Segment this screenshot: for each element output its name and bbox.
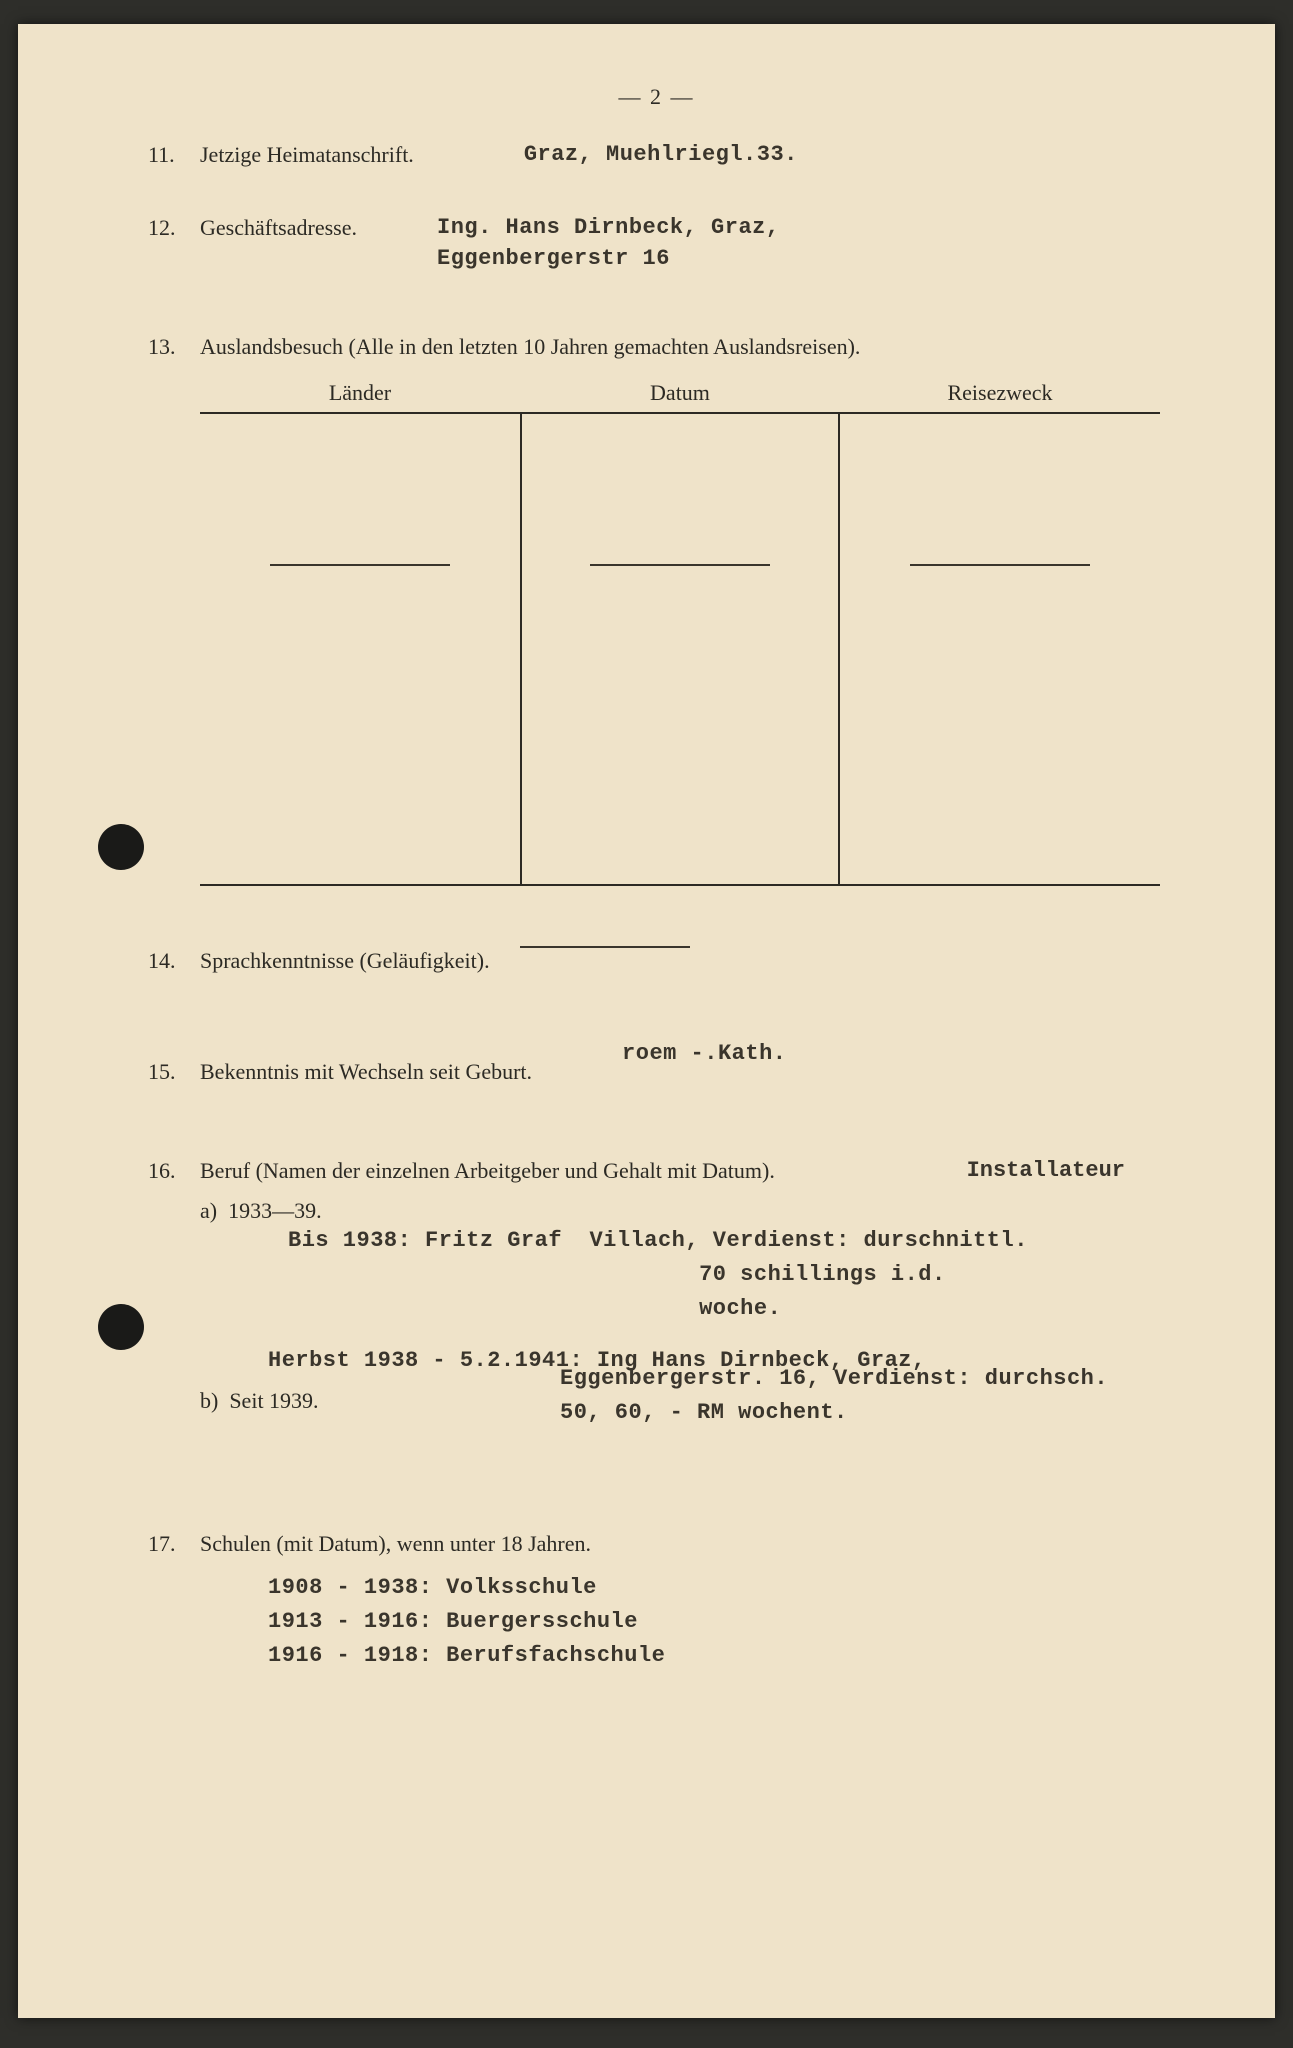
field-14: 14. Sprachkenntnisse (Geläufigkeit). [148,946,1165,977]
empty-dash [520,946,690,948]
table-col-date: Datum [520,380,840,406]
field-label: Geschäftsadresse. [200,213,357,244]
field-number: 11. [148,140,200,171]
field-answer: Installateur [967,1158,1165,1184]
page-background: — 2 — 11. Jetzige Heimatanschrift. Graz,… [0,0,1293,2048]
table-cell [840,414,1160,884]
field-answer: Ing. Hans Dirnbeck, Graz, Eggenbergerstr… [437,213,780,275]
employer-entry-a: Bis 1938: Fritz Graf Villach, Verdienst:… [288,1224,1165,1326]
table-cell [200,414,520,884]
field-label: Auslandsbesuch (Alle in den letzten 10 J… [200,334,860,360]
punch-hole [98,1304,144,1350]
punch-hole [98,824,144,870]
field-15: 15. Bekenntnis mit Wechseln seit Geburt.… [148,1057,1165,1088]
table-cell [520,414,840,884]
field-13: 13. Auslandsbesuch (Alle in den letzten … [148,334,1165,886]
travel-table: Länder Datum Reisezweck [200,380,1160,886]
field-number: 17. [148,1531,200,1557]
sub-label-a: a) 1933—39. [200,1198,1165,1224]
sub-label-b: b) Seit 1939. [200,1388,420,1440]
empty-dash [910,564,1090,566]
field-11: 11. Jetzige Heimatanschrift. Graz, Muehl… [148,140,1165,171]
table-header-row: Länder Datum Reisezweck [200,380,1160,414]
field-16: 16. Beruf (Namen der einzelnen Arbeitgeb… [148,1158,1165,1441]
field-number: 13. [148,334,200,360]
table-body [200,414,1160,886]
field-number: 12. [148,213,200,244]
document-page: — 2 — 11. Jetzige Heimatanschrift. Graz,… [18,24,1275,2018]
field-12: 12. Geschäftsadresse. Ing. Hans Dirnbeck… [148,213,1165,275]
field-answer: Graz, Muehlriegl.33. [524,140,798,171]
schools-answer: 1908 - 1938: Volksschule 1913 - 1916: Bu… [268,1571,1165,1673]
field-answer: roem -.Kath. [622,1039,786,1070]
field-label: Sprachkenntnisse (Geläufigkeit). [200,946,490,977]
field-label: Schulen (mit Datum), wenn unter 18 Jahre… [200,1531,591,1557]
page-number: — 2 — [148,84,1165,110]
empty-dash [590,564,770,566]
field-label: Jetzige Heimatanschrift. [200,140,414,171]
employer-entry-b: Eggenbergerstr. 16, Verdienst: durchsch.… [560,1362,1108,1430]
field-number: 15. [148,1057,200,1088]
table-col-purpose: Reisezweck [840,380,1160,406]
field-number: 14. [148,946,200,977]
field-number: 16. [148,1158,200,1184]
field-17: 17. Schulen (mit Datum), wenn unter 18 J… [148,1531,1165,1673]
field-label: Beruf (Namen der einzelnen Arbeitgeber u… [200,1158,775,1184]
field-label: Bekenntnis mit Wechseln seit Geburt. [200,1057,532,1088]
empty-dash [270,564,450,566]
table-col-countries: Länder [200,380,520,406]
